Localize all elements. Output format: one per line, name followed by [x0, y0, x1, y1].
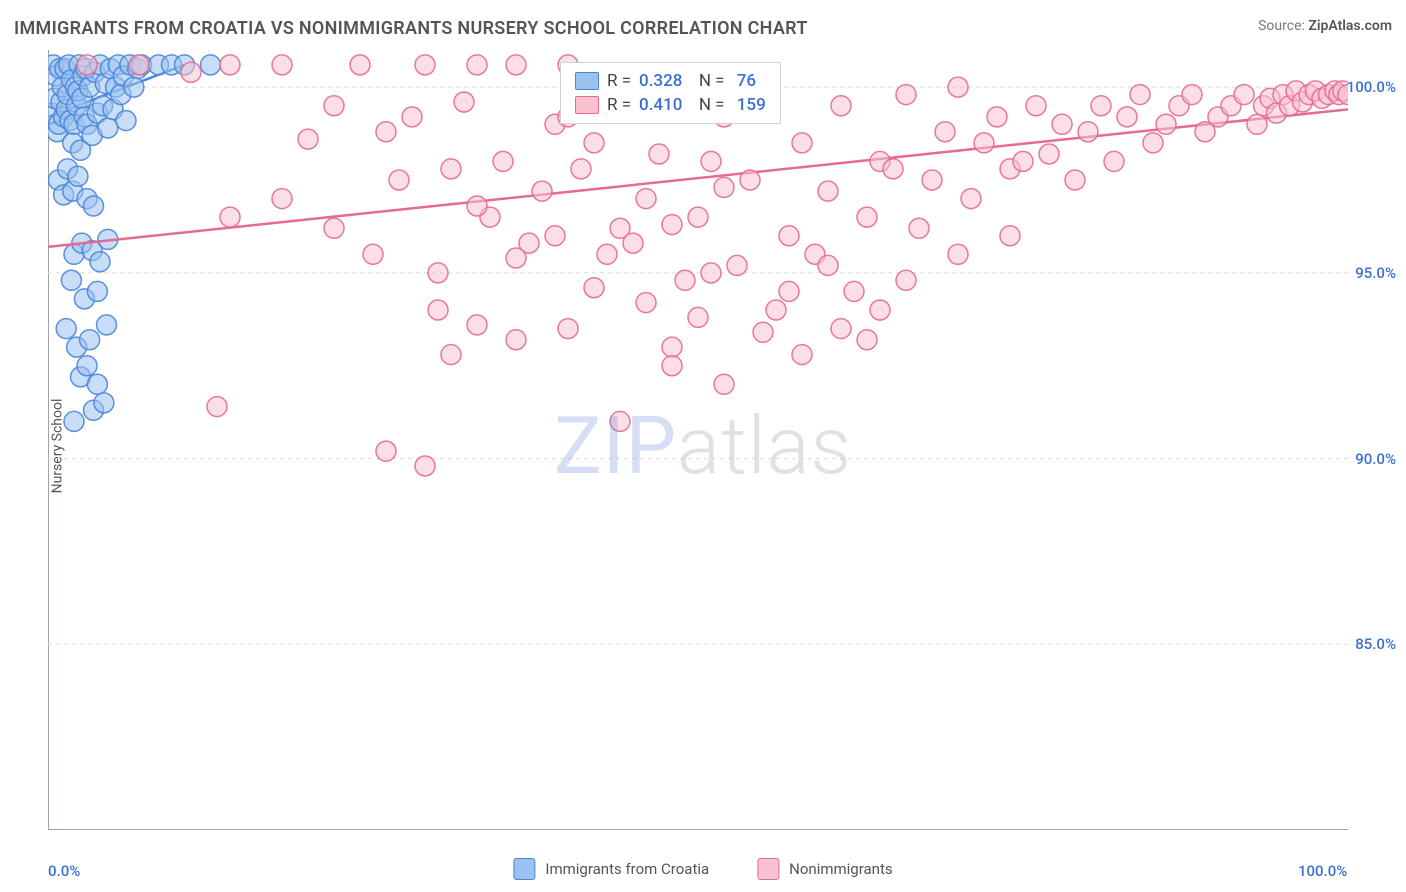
- info-swatch: [575, 72, 599, 90]
- info-swatch: [575, 96, 599, 114]
- info-r-value: 0.328: [639, 71, 682, 91]
- legend-swatch: [757, 858, 779, 880]
- source-label: Source: ZipAtlas.com: [1258, 18, 1392, 34]
- info-r-value: 0.410: [639, 95, 682, 115]
- legend-item-nonimm: Nonimmigrants: [757, 858, 892, 880]
- source-prefix: Source:: [1258, 18, 1308, 34]
- info-r-label: R =: [607, 71, 631, 91]
- chart-container: { "title": "IMMIGRANTS FROM CROATIA VS N…: [0, 0, 1406, 892]
- legend-item-croatia: Immigrants from Croatia: [513, 858, 709, 880]
- info-row-nonimm: R = 0.410 N = 159: [575, 93, 766, 117]
- y-tick-label: 90.0%: [1355, 450, 1396, 468]
- info-row-croatia: R = 0.328 N = 76: [575, 69, 766, 93]
- info-n-value: 159: [733, 95, 766, 115]
- source-name: ZipAtlas.com: [1308, 18, 1392, 34]
- bottom-legend: Immigrants from Croatia Nonimmigrants: [513, 858, 892, 880]
- legend-swatch: [513, 858, 535, 880]
- legend-label: Immigrants from Croatia: [545, 860, 709, 878]
- chart-title: IMMIGRANTS FROM CROATIA VS NONIMMIGRANTS…: [14, 18, 808, 39]
- plot-svg: [48, 50, 1348, 830]
- legend-label: Nonimmigrants: [789, 860, 892, 878]
- y-tick-label: 95.0%: [1355, 264, 1396, 282]
- info-n-label: N =: [690, 95, 724, 115]
- correlation-info-box: R = 0.328 N = 76 R = 0.410 N = 159: [560, 62, 781, 124]
- y-tick-label: 100.0%: [1347, 78, 1396, 96]
- y-tick-label: 85.0%: [1355, 635, 1396, 653]
- info-n-value: 76: [733, 71, 757, 91]
- info-r-label: R =: [607, 95, 631, 115]
- x-tick-label: 0.0%: [48, 862, 80, 880]
- x-tick-label: 100.0%: [1298, 862, 1347, 880]
- info-n-label: N =: [690, 71, 724, 91]
